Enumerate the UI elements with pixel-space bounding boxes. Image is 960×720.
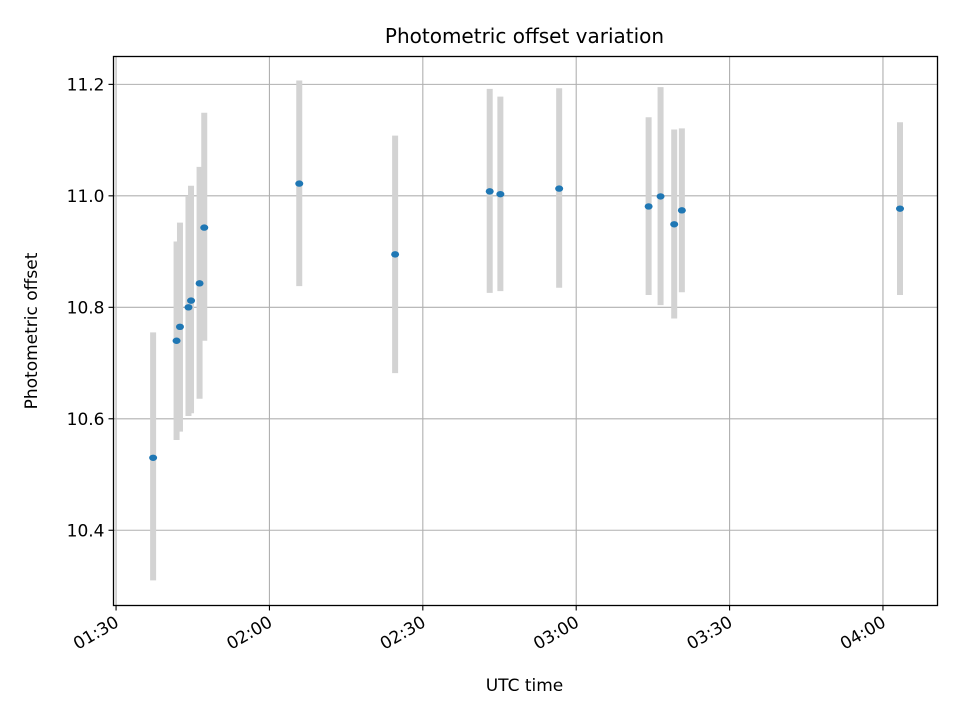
data-points (149, 180, 905, 461)
y-tick-label: 11.0 (67, 187, 105, 207)
y-tick-label: 10.6 (67, 410, 105, 430)
error-bars (150, 80, 904, 581)
data-point (555, 185, 564, 192)
y-tick-label: 10.8 (67, 298, 105, 318)
x-tick-label: 02:30 (377, 613, 429, 655)
data-point (391, 251, 400, 258)
x-tick-label: 04:00 (837, 613, 889, 655)
plot-frame (112, 55, 939, 607)
data-point (295, 180, 304, 187)
x-tick-label: 03:00 (530, 613, 582, 655)
x-axis-label: UTC time (486, 676, 564, 696)
data-point (149, 454, 158, 461)
data-point (670, 221, 679, 228)
data-point (656, 193, 665, 200)
data-point (485, 188, 494, 195)
x-tick-label: 01:30 (70, 613, 122, 655)
data-point (187, 297, 196, 304)
data-point (896, 205, 905, 212)
y-tick-label: 11.2 (67, 75, 105, 95)
data-point (496, 190, 505, 198)
chart-title: Photometric offset variation (385, 24, 664, 48)
y-tick-label: 10.4 (67, 521, 105, 541)
data-point (175, 323, 184, 331)
data-point (184, 304, 193, 311)
data-point (172, 337, 181, 344)
y-axis: 10.4 10.6 10.8 11.0 11.2 (67, 75, 114, 541)
data-point (200, 224, 209, 231)
gridlines (113, 56, 938, 606)
x-tick-label: 03:30 (684, 613, 736, 655)
x-tick-label: 02:00 (224, 613, 276, 655)
data-point (195, 280, 204, 287)
data-point (677, 207, 686, 214)
y-axis-label: Photometric offset (22, 252, 42, 409)
data-point (644, 203, 653, 210)
x-axis: 01:30 02:00 02:30 03:00 03:30 04:00 (70, 605, 889, 655)
